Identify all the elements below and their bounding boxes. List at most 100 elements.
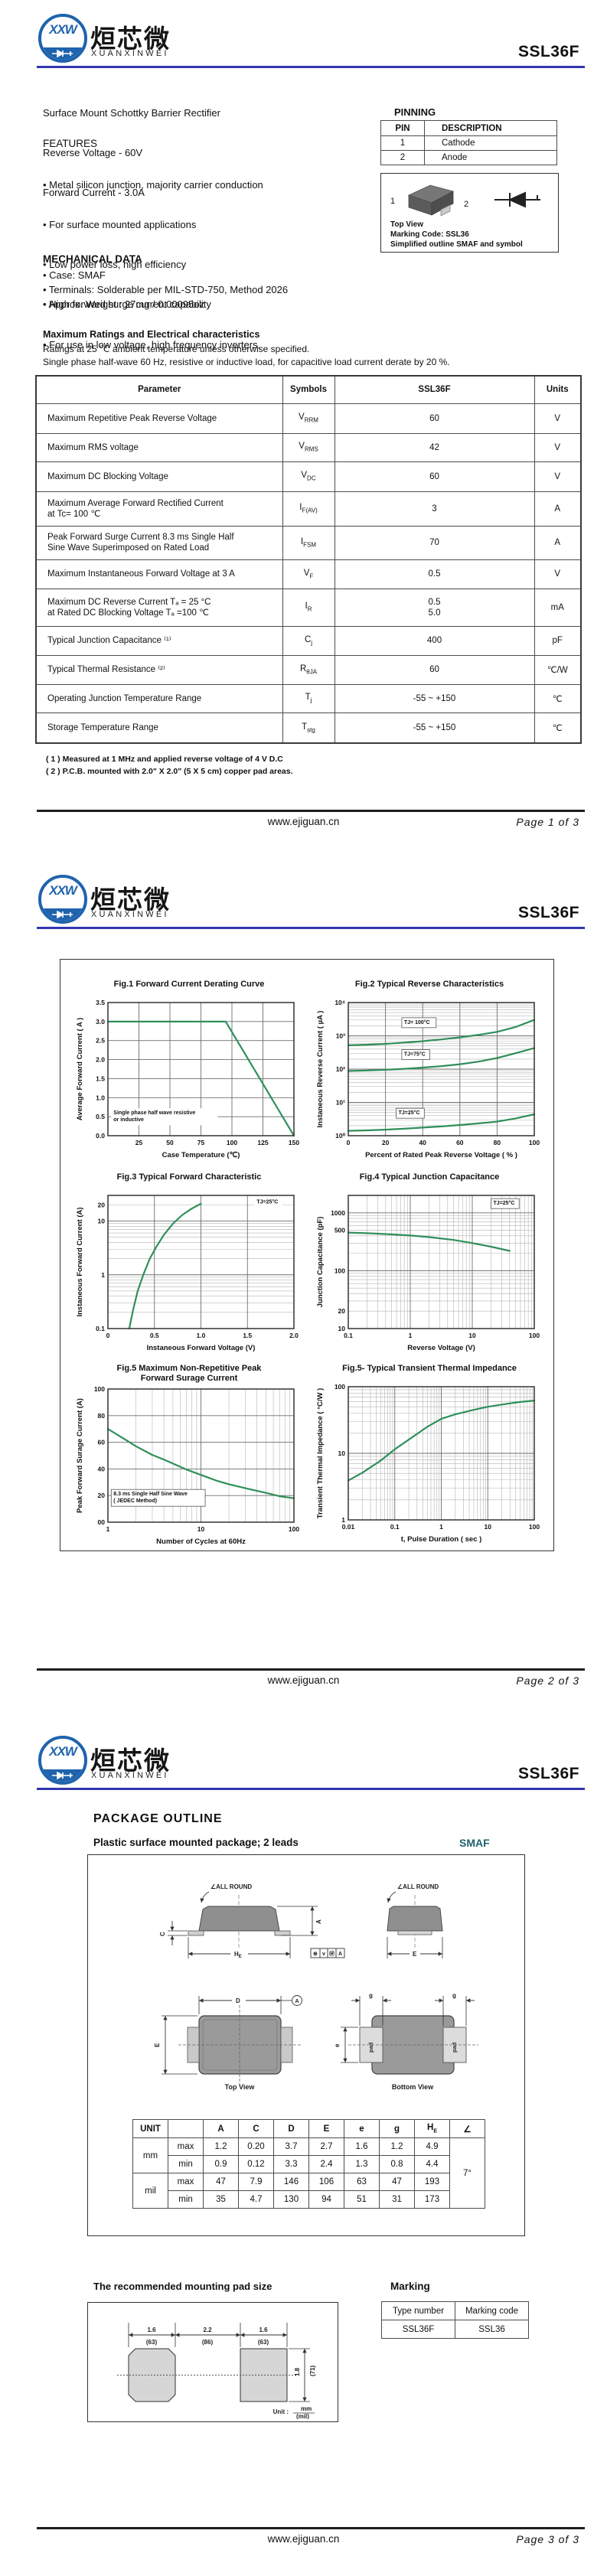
brand-name-cn: 烜芯微: [90, 1746, 171, 1775]
svg-text:v: v: [322, 1952, 325, 1957]
table-row: min 0.9 0.12 3.3 2.4 1.3 0.8 4.4: [133, 2155, 485, 2173]
svg-text:500: 500: [335, 1227, 345, 1234]
svg-text:D: D: [236, 1997, 240, 2004]
smaf-package-icon: [407, 184, 455, 217]
chart-title: Fig.5- Typical Transient Thermal Impedan…: [342, 1364, 517, 1373]
svg-text:1.6: 1.6: [147, 2327, 156, 2333]
svg-text:40: 40: [419, 1139, 426, 1146]
table-row: mil max 47 7.9 146 106 63 47 193: [132, 2173, 485, 2209]
svg-text:A: A: [338, 1952, 342, 1957]
table-row: Typical Junction Capacitance ⁽¹⁾ Cj 400 pF: [35, 625, 582, 656]
cell: 1: [380, 135, 425, 151]
chart-title: Fig.2 Typical Reverse Characteristics: [354, 980, 504, 989]
footer-site: www.ejiguan.cn: [267, 2533, 340, 2545]
svg-text:40: 40: [98, 1465, 106, 1472]
svg-text:80: 80: [98, 1412, 106, 1420]
note-line: Marking Code: SSL36: [390, 230, 469, 239]
chart-title: Fig.3 Typical Forward Characteristic: [116, 1172, 262, 1182]
fig2-reverse-chart: 0 20 40 60 80 100 10⁰ 10¹ 10² 10³ 10⁴ TJ= 100°C TJ=7…: [316, 999, 540, 1159]
table-row: Maximum Repetitive Peak Reverse Voltage V…: [35, 403, 582, 434]
footer-rule: [37, 1668, 585, 1671]
brand-logo-circle-icon: XXW: [38, 1736, 87, 1785]
svg-text:25: 25: [135, 1139, 143, 1146]
col-header-he: HE: [414, 2119, 450, 2138]
svg-text:Single phase half wave resisti: Single phase half wave resistive: [113, 1110, 195, 1116]
svg-text:(63): (63): [146, 2339, 158, 2346]
feature-item: • For use in low voltage, high frequency…: [43, 338, 261, 351]
fig5-surge-chart: 1 10 100 00 20 40 60 80 100 8.3 ms Single Half Si…: [76, 1385, 299, 1546]
subtitle-line: Reverse Voltage - 60V: [43, 147, 143, 159]
chart-fig3: Fig.3 Typical Forward Characteristic 0 0.…: [74, 1172, 304, 1353]
chart-fig2: Fig.2 Typical Reverse Characteristics 0 2…: [315, 980, 544, 1160]
subtitle-line: Surface Mount Schottky Barrier Rectifier: [43, 106, 220, 119]
svg-text:or inductive: or inductive: [113, 1117, 144, 1123]
mounting-pad-drawing: 1.6 (63) 2.2 (86) 1.6 (63) 1.8 (71) Unit…: [117, 2323, 316, 2420]
svg-text:1: 1: [106, 1525, 110, 1533]
svg-text:0.0: 0.0: [96, 1132, 105, 1140]
svg-text:50: 50: [166, 1139, 174, 1146]
brand-logo-circle-icon: XXW: [38, 875, 87, 924]
svg-text:0.01: 0.01: [342, 1523, 355, 1531]
cell: SSL36: [455, 2320, 529, 2339]
svg-text:0.1: 0.1: [344, 1332, 353, 1339]
svg-text:TJ=75°C: TJ=75°C: [404, 1052, 426, 1058]
col-header: E: [308, 2119, 344, 2138]
cell: mil: [132, 2173, 168, 2209]
svg-text:E: E: [154, 2043, 161, 2047]
ratings-note-line: Single phase half-wave 60 Hz, resistive …: [43, 357, 450, 367]
subtitle-line: Forward Current - 3.0A: [43, 187, 145, 199]
svg-text:2.5: 2.5: [96, 1037, 105, 1045]
col-header: Parameter: [35, 375, 283, 404]
cell: min: [168, 2155, 204, 2173]
chart-title: Fig.1 Forward Current Derating Curve: [113, 980, 265, 989]
table-row: Maximum DC Reverse Current Tₐ = 25 °C at …: [35, 588, 582, 627]
svg-text:Peak Forward Surage Current (A: Peak Forward Surage Current (A): [76, 1398, 84, 1513]
mounting-pad-box: 1.6 (63) 2.2 (86) 1.6 (63) 1.8 (71) Unit…: [87, 2302, 338, 2422]
col-header: Type number: [381, 2301, 455, 2320]
feature-item: • Low power loss, high efficiency: [43, 259, 187, 271]
table-row: Maximum DC Blocking Voltage VDC 60 V: [35, 461, 582, 492]
table-row: Operating Junction Temperature Range Tj -5…: [35, 683, 582, 713]
angle-cell: 7°: [449, 2137, 485, 2209]
ratings-notes: Ratings at 25 ℃ ambient temperature unle…: [43, 343, 450, 369]
svg-text:20: 20: [98, 1201, 106, 1208]
svg-text:1: 1: [439, 1523, 443, 1531]
svg-text:t, Pulse Duration ( sec ): t, Pulse Duration ( sec ): [401, 1535, 482, 1544]
pin1-label: 1: [390, 197, 396, 206]
svg-text:1.8: 1.8: [294, 2367, 301, 2376]
brand-monogram: XXW: [49, 883, 77, 898]
footer-rule: [37, 2527, 585, 2529]
footer-site: www.ejiguan.cn: [267, 1674, 340, 1686]
brand-name-en: XUANXINWEI: [91, 910, 169, 919]
page-3: XXW 烜芯微 XUANXINWEI SSL36F PACKAGE OUTLIN…: [0, 1717, 607, 2576]
cell: Anode: [424, 150, 557, 165]
chart-title: Fig.5 Maximum Non-Repetitive Peak Forwar…: [116, 1364, 262, 1383]
brand-name-en: XUANXINWEI: [91, 49, 169, 58]
svg-text:(63): (63): [258, 2339, 269, 2346]
svg-text:3.5: 3.5: [96, 999, 105, 1006]
table-row: SSL36F SSL36: [381, 2320, 529, 2339]
svg-text:⊕: ⊕: [313, 1952, 318, 1957]
svg-text:100: 100: [335, 1267, 345, 1274]
table-row: min 35 4.7 130 94 51 31 173: [133, 2190, 485, 2209]
svg-text:100: 100: [289, 1525, 299, 1533]
footer-page-label: Page 3 of 3: [516, 2533, 579, 2545]
svg-text:Top View: Top View: [225, 2083, 256, 2091]
svg-text:0.5: 0.5: [150, 1332, 159, 1339]
svg-text:0.1: 0.1: [96, 1325, 105, 1332]
svg-text:0: 0: [106, 1332, 110, 1339]
package-subtitle: Plastic surface mounted package; 2 leads: [93, 1837, 299, 1848]
brand-logo-circle-icon: XXW: [38, 14, 87, 63]
svg-text:10²: 10²: [336, 1065, 345, 1073]
svg-text:Transient Thermal Impedance (: Transient Thermal Impedance ( °C/W ): [316, 1388, 325, 1519]
svg-text:10: 10: [468, 1332, 476, 1339]
mechanical-title: MECHANICAL DATA: [43, 253, 142, 265]
svg-text:TJ= 100°C: TJ= 100°C: [404, 1019, 430, 1026]
pinning-title: PINNING: [394, 106, 436, 118]
pin2-label: 2: [464, 200, 469, 209]
package-drawing-box: ∠ALL ROUND C A HE ⊕ v Ⓜ: [87, 1854, 525, 2236]
package-outline-title: PACKAGE OUTLINE: [93, 1812, 223, 1825]
cell: max: [168, 2137, 204, 2156]
table-row: Maximum RMS voltage VRMS 42 V: [35, 432, 582, 462]
brand-monogram: XXW: [49, 22, 77, 37]
